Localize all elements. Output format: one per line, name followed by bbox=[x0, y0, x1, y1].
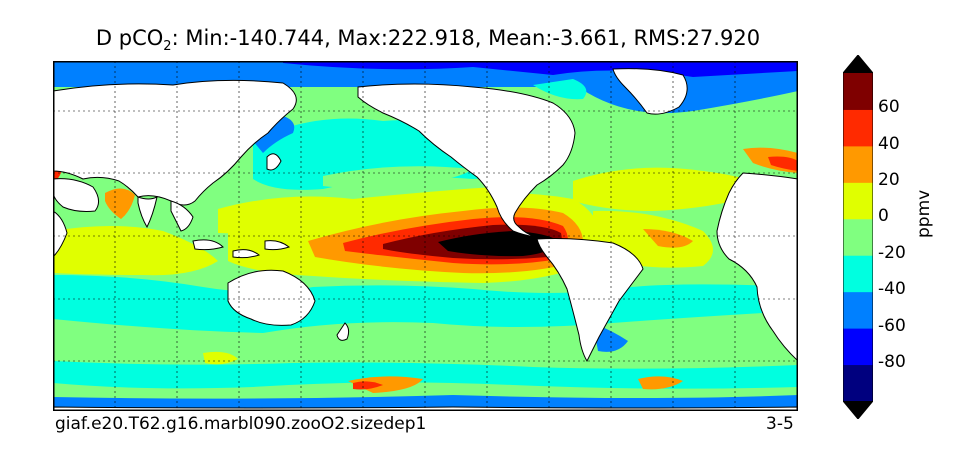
southern-ocean-inner-green bbox=[53, 329, 798, 363]
colorbar-unit-label: ppmv bbox=[914, 189, 934, 238]
equatorial-pacific-core bbox=[438, 231, 558, 257]
australia-land bbox=[227, 269, 316, 326]
greenland-land bbox=[612, 68, 688, 115]
colorbar-label-60: 60 bbox=[878, 97, 900, 117]
title-stats: : Min:-140.744, Max:222.918, Mean:-3.661… bbox=[171, 26, 761, 50]
southeast-asia-land bbox=[170, 200, 194, 232]
plot-title: D pCO2: Min:-140.744, Max:222.918, Mean:… bbox=[0, 26, 856, 54]
colorbar-label-20: 20 bbox=[878, 170, 900, 190]
south-america-land bbox=[536, 238, 644, 363]
africa-west-edge bbox=[53, 210, 68, 258]
atlantic-orange-patch bbox=[643, 229, 693, 248]
colorbar-band-7 bbox=[843, 109, 873, 147]
colorbar-label-0: 0 bbox=[878, 206, 889, 226]
title-subscript: 2 bbox=[163, 39, 172, 55]
colorbar-band-1 bbox=[843, 328, 873, 366]
south-pacific-red-patch bbox=[353, 381, 383, 390]
japan-islands bbox=[266, 153, 282, 171]
north-america-land bbox=[357, 83, 576, 238]
south-atlantic-orange-patch bbox=[638, 376, 683, 390]
colorbar-over-arrow bbox=[843, 55, 873, 73]
colorbar bbox=[843, 55, 873, 419]
eurasia-land bbox=[53, 79, 297, 206]
land-masses bbox=[53, 68, 798, 411]
map-frame bbox=[53, 61, 798, 411]
map-panel bbox=[53, 61, 798, 411]
india-peninsula bbox=[137, 196, 158, 229]
colorbar-band-3 bbox=[843, 255, 873, 293]
arabian-sea-orange bbox=[105, 188, 135, 219]
title-variable: D pCO bbox=[95, 26, 164, 50]
northwest-pacific-blue bbox=[253, 116, 295, 153]
case-name-label: giaf.e20.T62.g16.marbl090.zooO2.sizedep1 bbox=[55, 414, 427, 434]
new-zealand-land bbox=[336, 322, 350, 341]
colorbar-label-40: 40 bbox=[878, 134, 900, 154]
colorbar-band-5 bbox=[843, 182, 873, 220]
indonesia-islands bbox=[192, 239, 291, 259]
season-label: 3-5 bbox=[766, 414, 794, 434]
arabia-land bbox=[53, 178, 99, 212]
map-gridlines bbox=[53, 61, 798, 411]
colorbar-under-arrow bbox=[843, 401, 873, 419]
colorbar-label-neg20: -20 bbox=[878, 243, 906, 263]
north-pacific-inner bbox=[323, 166, 473, 188]
north-atlantic-warm-band bbox=[573, 167, 773, 211]
mediterranean-red bbox=[768, 156, 798, 171]
colorbar-band-2 bbox=[843, 291, 873, 329]
colorbar-label-neg40: -40 bbox=[878, 279, 906, 299]
colorbar-label-neg80: -80 bbox=[878, 352, 906, 372]
hudson-region bbox=[533, 79, 587, 100]
colorbar-band-4 bbox=[843, 218, 873, 256]
colorbar-band-6 bbox=[843, 145, 873, 183]
colorbar-label-neg60: -60 bbox=[878, 316, 906, 336]
colorbar-band-8 bbox=[843, 73, 873, 110]
colorbar-band-0 bbox=[843, 364, 873, 402]
